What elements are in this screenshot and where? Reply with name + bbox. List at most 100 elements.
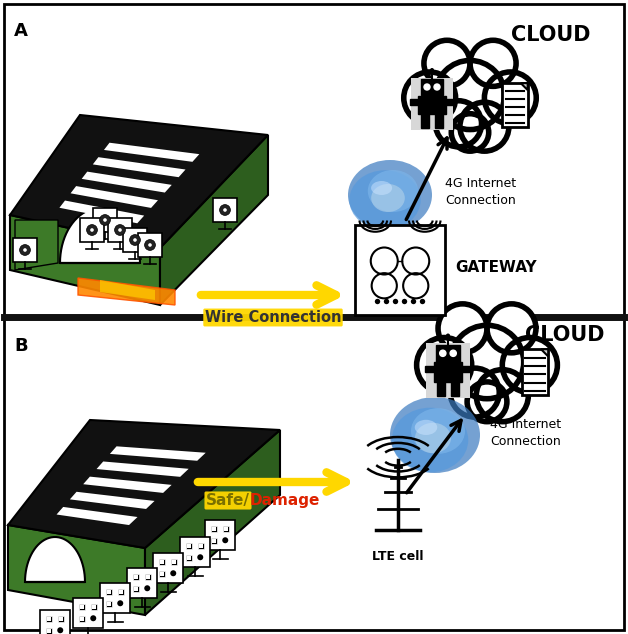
Bar: [421, 79, 443, 95]
Bar: [58, 616, 65, 623]
Bar: [213, 198, 237, 222]
Circle shape: [404, 72, 455, 124]
Circle shape: [223, 208, 227, 212]
Text: GATEWAY: GATEWAY: [455, 261, 536, 276]
Bar: [123, 228, 147, 252]
Circle shape: [117, 600, 123, 606]
Ellipse shape: [392, 408, 468, 472]
Circle shape: [487, 304, 536, 353]
Bar: [421, 114, 429, 128]
Bar: [134, 587, 138, 591]
Polygon shape: [8, 420, 280, 548]
Bar: [80, 605, 84, 609]
Bar: [92, 605, 95, 609]
Polygon shape: [93, 157, 185, 177]
Polygon shape: [160, 135, 268, 305]
Circle shape: [402, 299, 407, 304]
Bar: [180, 537, 210, 567]
Circle shape: [484, 72, 536, 124]
Circle shape: [435, 101, 482, 147]
Bar: [93, 208, 117, 232]
Circle shape: [411, 299, 416, 304]
Circle shape: [424, 84, 430, 90]
Bar: [46, 616, 52, 623]
Polygon shape: [541, 349, 548, 356]
Circle shape: [467, 382, 507, 422]
Text: CLOUD: CLOUD: [526, 325, 605, 345]
Circle shape: [440, 350, 446, 356]
Ellipse shape: [368, 170, 418, 212]
Circle shape: [470, 41, 516, 86]
Ellipse shape: [371, 181, 392, 195]
Circle shape: [430, 68, 434, 72]
Bar: [119, 590, 122, 593]
Bar: [107, 590, 111, 593]
Bar: [212, 540, 215, 543]
Bar: [198, 543, 204, 550]
Circle shape: [114, 224, 126, 235]
Bar: [436, 345, 460, 361]
Text: 4G Internet
Connection: 4G Internet Connection: [490, 418, 561, 448]
Ellipse shape: [390, 397, 480, 473]
Bar: [160, 573, 164, 576]
Bar: [418, 96, 446, 114]
Circle shape: [103, 218, 107, 222]
Bar: [47, 618, 51, 621]
Polygon shape: [82, 172, 171, 193]
Bar: [205, 520, 235, 550]
Text: 4G Internet
Connection: 4G Internet Connection: [445, 177, 516, 207]
Circle shape: [476, 370, 528, 422]
Ellipse shape: [415, 423, 451, 453]
Polygon shape: [57, 507, 138, 525]
Bar: [78, 604, 85, 611]
Bar: [522, 349, 548, 395]
Text: CLOUD: CLOUD: [511, 25, 590, 45]
Polygon shape: [83, 477, 171, 493]
Circle shape: [450, 368, 499, 417]
Circle shape: [375, 299, 380, 304]
Bar: [434, 362, 462, 382]
Bar: [159, 559, 165, 566]
Polygon shape: [10, 215, 160, 305]
Bar: [435, 114, 443, 128]
Text: Wire Connection: Wire Connection: [205, 310, 341, 325]
Bar: [46, 628, 52, 634]
Polygon shape: [521, 83, 528, 90]
Bar: [502, 83, 528, 127]
Polygon shape: [70, 492, 154, 509]
Bar: [199, 545, 203, 548]
Ellipse shape: [414, 420, 437, 435]
Bar: [160, 560, 164, 564]
Polygon shape: [60, 208, 140, 263]
Circle shape: [23, 248, 27, 252]
Polygon shape: [78, 278, 175, 305]
Bar: [80, 618, 84, 621]
Circle shape: [384, 299, 389, 304]
Circle shape: [434, 84, 440, 90]
Circle shape: [502, 337, 558, 392]
Bar: [171, 559, 177, 566]
Polygon shape: [15, 220, 58, 270]
Polygon shape: [60, 200, 144, 223]
Bar: [13, 238, 37, 262]
Polygon shape: [8, 525, 145, 615]
Text: B: B: [14, 337, 28, 355]
Bar: [187, 556, 191, 560]
Circle shape: [420, 299, 425, 304]
Bar: [462, 365, 472, 372]
Bar: [224, 527, 228, 531]
Bar: [59, 618, 63, 621]
Polygon shape: [110, 446, 206, 461]
Circle shape: [450, 350, 457, 356]
Bar: [437, 382, 445, 396]
Circle shape: [438, 304, 487, 353]
Polygon shape: [104, 143, 199, 162]
Polygon shape: [145, 430, 280, 615]
Polygon shape: [10, 115, 268, 248]
Bar: [78, 616, 85, 623]
Bar: [134, 575, 138, 579]
Bar: [40, 610, 70, 634]
Circle shape: [118, 228, 122, 232]
Circle shape: [392, 299, 398, 304]
Bar: [47, 630, 51, 633]
